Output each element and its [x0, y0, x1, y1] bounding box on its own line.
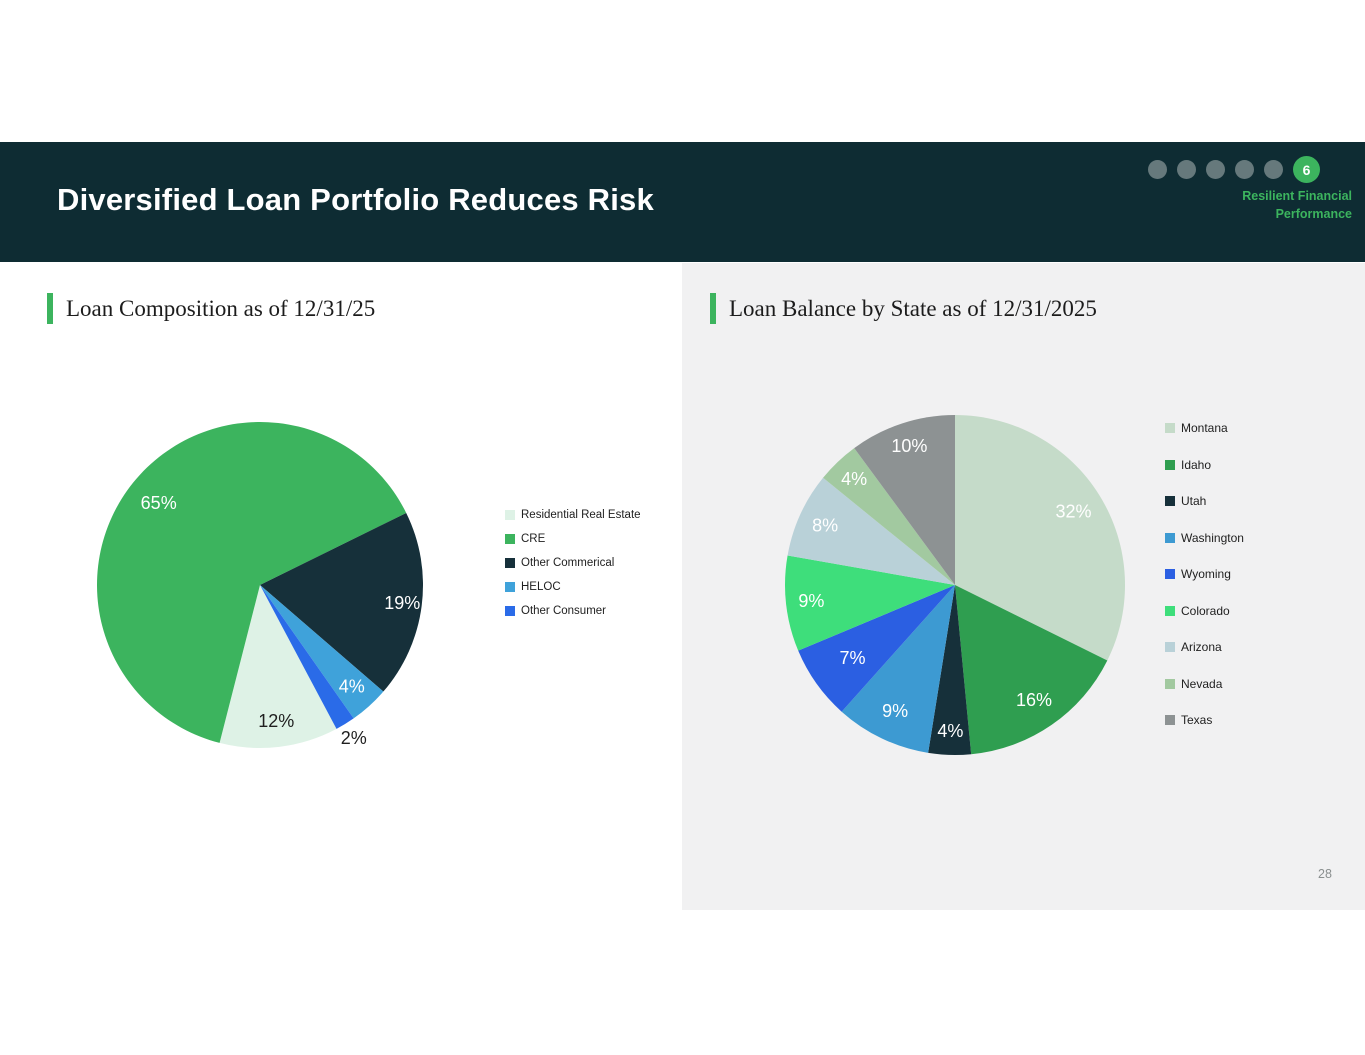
accent-bar — [710, 293, 716, 324]
pie-slice-colorado — [784, 555, 955, 651]
progress-dots: 6 — [1148, 156, 1320, 183]
brand-line-1: Resilient Financial — [1242, 189, 1352, 203]
header-band: Diversified Loan Portfolio Reduces Risk … — [0, 142, 1365, 262]
pie-data-label-residential-real-estate: 12% — [258, 711, 294, 731]
pie-slice-idaho — [955, 585, 1108, 755]
pie-data-label-arizona: 8% — [812, 516, 838, 536]
pie-data-label-other-consumer: 2% — [341, 728, 367, 748]
progress-badge: 6 — [1293, 156, 1320, 183]
pie-slice-other-commerical — [260, 512, 424, 692]
pie-slice-montana — [955, 415, 1126, 661]
pie-data-label-washington: 9% — [882, 701, 908, 721]
legend-label: Colorado — [1181, 603, 1230, 618]
pie-data-label-heloc: 4% — [339, 677, 365, 697]
legend-item-wyoming: Wyoming — [1165, 567, 1244, 581]
pie-data-label-cre: 65% — [141, 493, 177, 513]
left-chart-heading: Loan Composition as of 12/31/25 — [47, 293, 375, 324]
legend-label: HELOC — [521, 581, 561, 593]
legend-swatch-icon — [1165, 569, 1175, 579]
pie-data-label-wyoming: 7% — [839, 648, 865, 668]
legend-item-other-commerical: Other Commerical — [505, 557, 641, 569]
pie-slice-cre — [97, 421, 407, 743]
progress-dot — [1264, 160, 1283, 179]
legend-swatch-icon — [505, 510, 515, 520]
loan-composition-legend: Residential Real Estate CRE Other Commeric… — [505, 509, 641, 629]
progress-dot — [1235, 160, 1254, 179]
pie-slice-texas — [854, 415, 955, 585]
right-chart-title: Loan Balance by State as of 12/31/2025 — [729, 295, 1097, 321]
right-chart-heading: Loan Balance by State as of 12/31/2025 — [710, 293, 1097, 324]
pie-data-label-montana: 32% — [1055, 502, 1091, 522]
pie-data-label-colorado: 9% — [798, 591, 824, 611]
pie-slice-other-consumer — [260, 585, 354, 729]
legend-item-nevada: Nevada — [1165, 677, 1244, 691]
legend-label: Montana — [1181, 421, 1228, 435]
pie-slice-heloc — [260, 585, 384, 719]
pie-data-label-other-commerical: 19% — [384, 593, 420, 613]
pie-slice-nevada — [823, 448, 955, 585]
legend-label: Idaho — [1181, 457, 1212, 472]
pie-slice-residential-real-estate — [219, 585, 337, 748]
legend-item-texas: Texas — [1165, 713, 1244, 727]
legend-item-colorado: Colorado — [1165, 604, 1244, 618]
loan-composition-pie-chart: 12% 65% 19% 4% 2% — [97, 421, 424, 748]
brand-text: Resilient Financial Performance — [1242, 187, 1352, 223]
legend-item-other-consumer: Other Consumer — [505, 605, 641, 617]
pie-slice-utah — [928, 585, 972, 755]
legend-item-utah: Utah — [1165, 494, 1244, 508]
legend-swatch-icon — [1165, 605, 1175, 616]
legend-label: Other Commerical — [521, 557, 615, 569]
legend-swatch-icon — [1165, 423, 1175, 433]
legend-label: Other Consumer — [521, 605, 607, 617]
legend-label: CRE — [521, 533, 546, 545]
legend-swatch-icon — [505, 606, 515, 616]
legend-item-heloc: HELOC — [505, 581, 641, 593]
progress-dot — [1177, 160, 1196, 179]
legend-label: Washington — [1181, 530, 1244, 545]
pie-slice-wyoming — [798, 585, 955, 712]
legend-swatch-icon — [1165, 496, 1175, 506]
legend-label: Utah — [1181, 494, 1207, 508]
legend-swatch-icon — [505, 558, 515, 568]
legend-item-washington: Washington — [1165, 531, 1244, 545]
progress-dot — [1206, 160, 1225, 179]
legend-swatch-icon — [1165, 459, 1175, 470]
accent-bar — [47, 293, 53, 324]
left-chart-title: Loan Composition as of 12/31/25 — [66, 295, 376, 321]
legend-label: Texas — [1181, 713, 1213, 727]
legend-label: Arizona — [1181, 640, 1222, 654]
legend-swatch-icon — [505, 582, 515, 592]
loan-balance-by-state-pie-chart: 32% 16% 4% 9% 7% 9% 8% 4% 10% — [784, 415, 1126, 755]
legend-swatch-icon — [505, 534, 515, 544]
legend-label: Nevada — [1181, 676, 1223, 691]
pie-data-label-idaho: 16% — [1016, 690, 1052, 710]
pie-data-label-nevada: 4% — [841, 469, 867, 489]
progress-dot — [1148, 160, 1167, 179]
legend-label: Residential Real Estate — [521, 509, 641, 521]
loan-balance-by-state-legend: Montana Idaho Utah Washington Wyoming Colorad… — [1165, 421, 1244, 750]
brand-line-2: Performance — [1275, 207, 1352, 222]
legend-swatch-icon — [1165, 678, 1175, 689]
legend-item-arizona: Arizona — [1165, 640, 1244, 654]
pie-data-label-utah: 4% — [937, 721, 963, 741]
legend-item-montana: Montana — [1165, 421, 1244, 435]
legend-swatch-icon — [1165, 715, 1175, 725]
legend-swatch-icon — [1165, 642, 1175, 652]
pie-slice-arizona — [787, 477, 955, 585]
legend-swatch-icon — [1165, 532, 1175, 543]
legend-item-residential-real-estate: Residential Real Estate — [505, 509, 641, 521]
pie-slice-washington — [841, 585, 955, 753]
slide-title: Diversified Loan Portfolio Reduces Risk — [57, 182, 654, 217]
pie-data-label-texas: 10% — [891, 436, 927, 456]
legend-item-cre: CRE — [505, 533, 641, 545]
legend-label: Wyoming — [1181, 567, 1231, 581]
legend-item-idaho: Idaho — [1165, 458, 1244, 472]
page-number: 28 — [1318, 867, 1332, 881]
